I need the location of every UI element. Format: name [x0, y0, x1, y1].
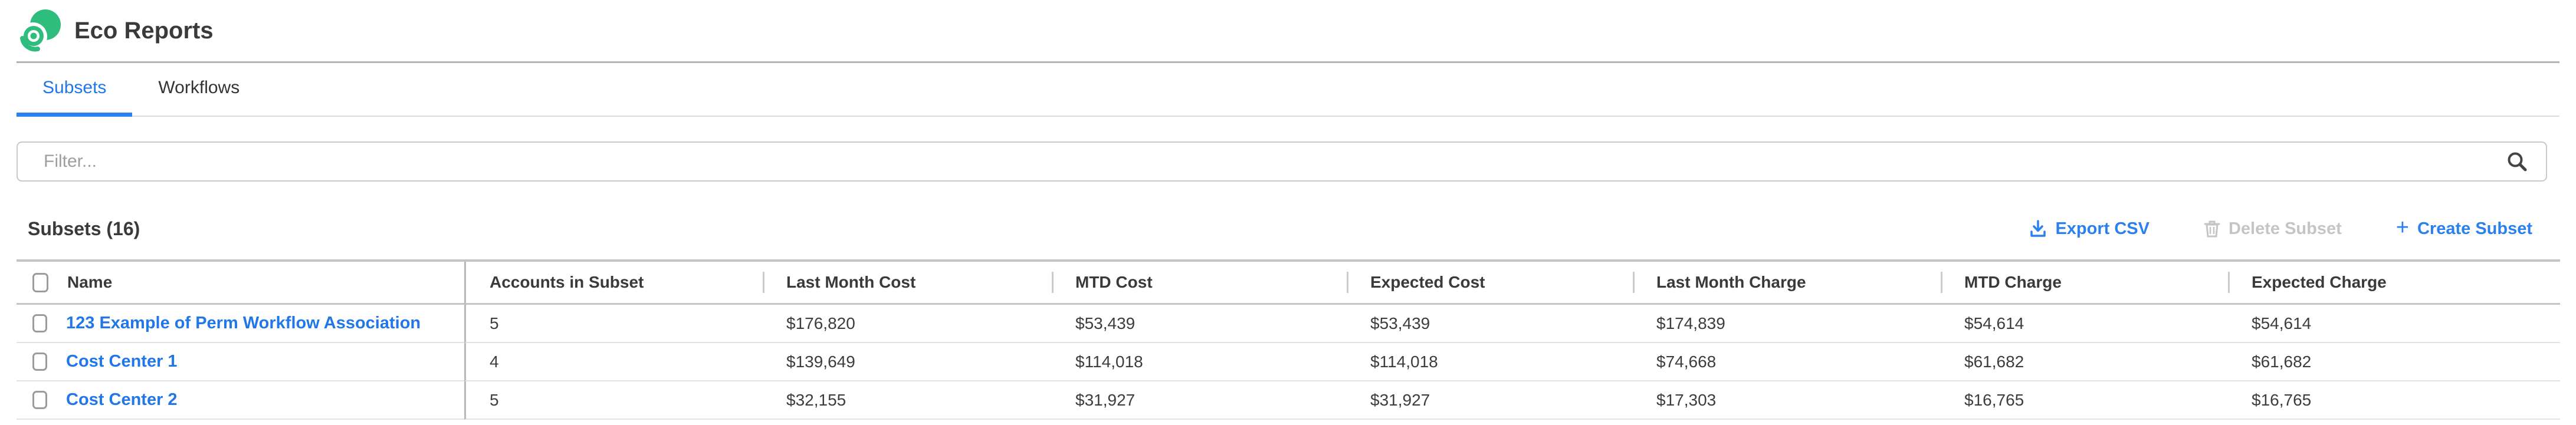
subsets-toolbar: Subsets (16) Export CSV Delete Subset + …	[28, 212, 2532, 245]
cell-expected-cost: $31,927	[1347, 381, 1633, 420]
cell-expected-charge: $16,765	[2228, 381, 2560, 420]
column-header-label: Name	[67, 273, 113, 291]
toolbar-actions: Export CSV Delete Subset + Create Subset	[2029, 215, 2532, 240]
header-cell-mtd-charge: MTD Charge	[1941, 262, 2228, 305]
header-cell-mtd-cost: MTD Cost	[1052, 262, 1347, 305]
export-csv-button[interactable]: Export CSV	[2029, 219, 2150, 239]
header-cell-last-month-cost: Last Month Cost	[763, 262, 1052, 305]
header-cell-expected-charge: Expected Charge	[2228, 262, 2560, 305]
cell-expected-charge: $54,614	[2228, 305, 2560, 343]
cell-expected-charge: $61,682	[2228, 343, 2560, 381]
subset-name-link[interactable]: Cost Center 2	[66, 390, 178, 409]
select-all-checkbox[interactable]	[32, 272, 48, 292]
subset-name-link[interactable]: 123 Example of Perm Workflow Association	[66, 314, 421, 332]
cell-name: 123 Example of Perm Workflow Association	[17, 305, 464, 343]
cell-accounts: 5	[464, 381, 763, 420]
cell-accounts: 4	[464, 343, 763, 381]
cell-expected-cost: $53,439	[1347, 305, 1633, 343]
delete-subset-button[interactable]: Delete Subset	[2204, 219, 2342, 239]
cell-accounts: 5	[464, 305, 763, 343]
eco-reports-logo-icon	[19, 9, 61, 52]
header-divider	[17, 61, 2559, 63]
cell-mtd-cost: $53,439	[1052, 305, 1347, 343]
cell-name: Cost Center 2	[17, 381, 464, 420]
plus-icon: +	[2395, 215, 2409, 240]
filter-input[interactable]	[17, 141, 2547, 182]
row-checkbox[interactable]	[32, 352, 47, 371]
subsets-count-heading: Subsets (16)	[28, 218, 140, 239]
header-cell-last-month-charge: Last Month Charge	[1633, 262, 1941, 305]
filter-row	[17, 141, 2547, 182]
create-subset-label: Create Subset	[2417, 219, 2532, 238]
cell-last-month-cost: $176,820	[763, 305, 1052, 343]
app-header: Eco Reports	[0, 0, 2576, 61]
row-checkbox[interactable]	[32, 314, 47, 332]
tab-workflows[interactable]: Workflows	[158, 78, 240, 97]
cell-last-month-charge: $174,839	[1633, 305, 1941, 343]
cell-expected-cost: $114,018	[1347, 343, 1633, 381]
row-checkbox[interactable]	[32, 391, 47, 409]
cell-last-month-cost: $32,155	[763, 381, 1052, 420]
trash-icon	[2204, 220, 2220, 238]
header-cell-accounts: Accounts in Subset	[464, 262, 763, 305]
delete-subset-label: Delete Subset	[2228, 219, 2342, 238]
cell-mtd-charge: $61,682	[1941, 343, 2228, 381]
subsets-table: Name Accounts in Subset Last Month Cost …	[17, 259, 2560, 420]
cell-last-month-charge: $74,668	[1633, 343, 1941, 381]
cell-mtd-cost: $31,927	[1052, 381, 1347, 420]
download-icon	[2030, 220, 2046, 237]
tab-subsets[interactable]: Subsets	[17, 63, 133, 117]
cell-mtd-cost: $114,018	[1052, 343, 1347, 381]
cell-last-month-charge: $17,303	[1633, 381, 1941, 420]
cell-name: Cost Center 1	[17, 343, 464, 381]
cell-mtd-charge: $16,765	[1941, 381, 2228, 420]
export-csv-label: Export CSV	[2055, 219, 2150, 238]
cell-mtd-charge: $54,614	[1941, 305, 2228, 343]
create-subset-button[interactable]: + Create Subset	[2395, 215, 2532, 240]
tab-bar: Subsets Workflows	[17, 63, 2559, 117]
subset-name-link[interactable]: Cost Center 1	[66, 352, 178, 371]
cell-last-month-cost: $139,649	[763, 343, 1052, 381]
header-cell-expected-cost: Expected Cost	[1347, 262, 1633, 305]
search-icon[interactable]	[2506, 150, 2528, 173]
header-cell-name: Name	[17, 262, 464, 305]
page-title: Eco Reports	[74, 17, 214, 44]
